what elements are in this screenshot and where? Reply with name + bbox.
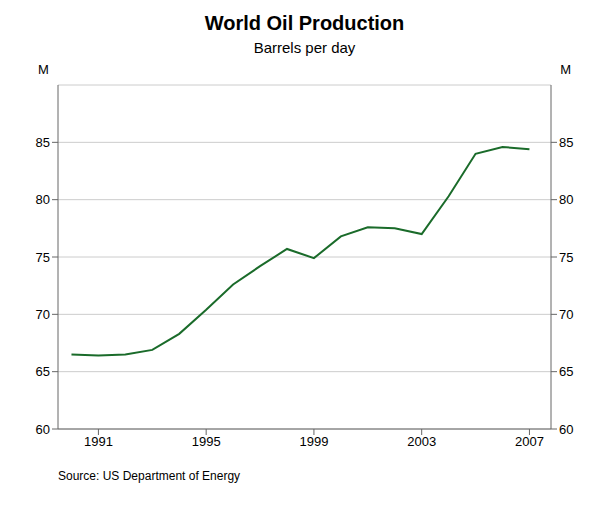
svg-text:75: 75 bbox=[559, 250, 573, 265]
svg-text:75: 75 bbox=[36, 250, 50, 265]
html-text:Barrels per day: Barrels per day bbox=[253, 39, 356, 56]
svg-text:60: 60 bbox=[36, 422, 50, 437]
svg-text:80: 80 bbox=[559, 192, 573, 207]
svg-text:80: 80 bbox=[36, 192, 50, 207]
svg-text:70: 70 bbox=[559, 307, 573, 322]
svg-text:1999: 1999 bbox=[299, 434, 328, 449]
svg-text:60: 60 bbox=[559, 422, 573, 437]
svg-text:85: 85 bbox=[36, 135, 50, 150]
svg-text:2003: 2003 bbox=[407, 434, 436, 449]
html-text:Source: US Department of Energ: Source: US Department of Energy bbox=[58, 469, 241, 483]
html-text:World Oil Production: World Oil Production bbox=[204, 12, 405, 34]
html-text:M: M bbox=[38, 62, 49, 77]
svg-text:1991: 1991 bbox=[84, 434, 113, 449]
svg-text:65: 65 bbox=[36, 364, 50, 379]
svg-text:85: 85 bbox=[559, 135, 573, 150]
html-text:M: M bbox=[560, 62, 571, 77]
svg-text:1995: 1995 bbox=[192, 434, 221, 449]
svg-text:2007: 2007 bbox=[515, 434, 544, 449]
svg-text:70: 70 bbox=[36, 307, 50, 322]
svg-text:65: 65 bbox=[559, 364, 573, 379]
